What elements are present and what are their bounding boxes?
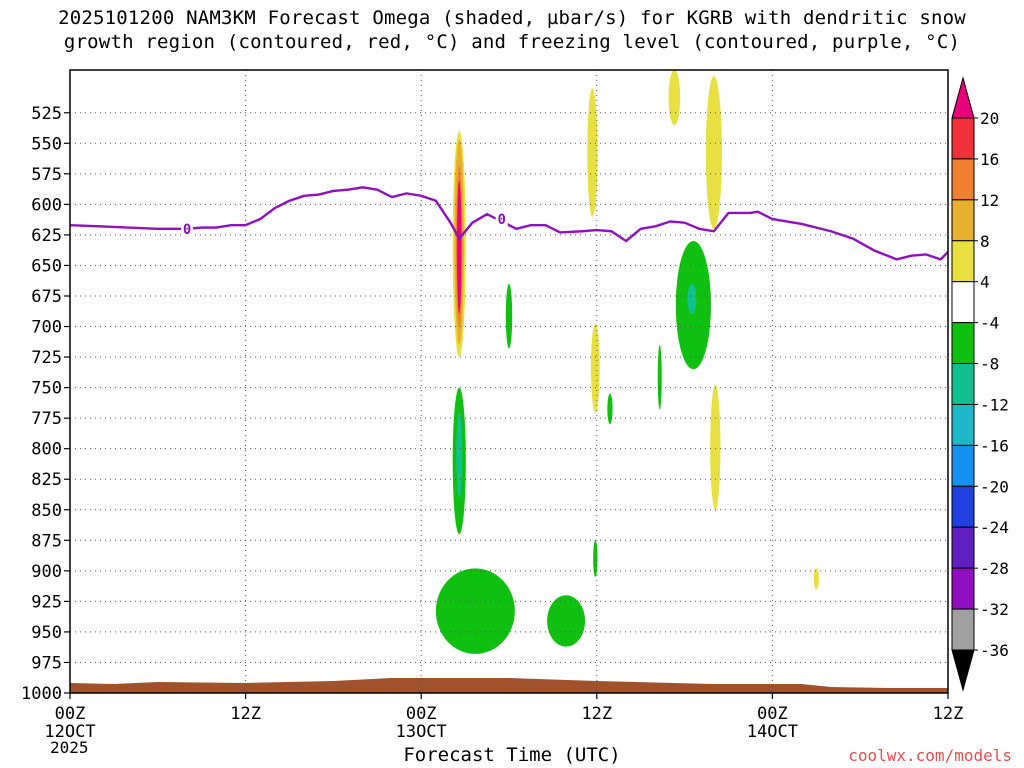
colorbar-label: -36	[980, 641, 1009, 660]
colorbar-band	[951, 322, 975, 365]
colorbar-band	[951, 485, 975, 528]
y-tick-label: 750	[31, 379, 62, 399]
y-tick-label: 650	[31, 256, 62, 276]
omega-region	[590, 324, 600, 413]
y-tick-label: 975	[31, 653, 62, 673]
x-tick-date-label: 14OCT	[747, 722, 798, 742]
plot-border	[69, 69, 949, 694]
colorbar: 20 16 12 8 4 -4 -8 -12 -16 -20 -24 -28 -32 -36	[951, 76, 1009, 692]
omega-shading	[435, 70, 819, 654]
omega-region	[505, 283, 513, 349]
omega-region	[456, 412, 463, 498]
y-tick-label: 800	[31, 440, 62, 460]
colorbar-band	[951, 444, 975, 487]
colorbar-band	[951, 158, 975, 201]
colorbar-label: 8	[980, 232, 990, 251]
plot-frame	[69, 69, 949, 694]
y-tick-label: 700	[31, 318, 62, 338]
y-tick-label: 600	[31, 195, 62, 215]
omega-region	[435, 568, 515, 654]
colorbar-band	[951, 526, 975, 569]
colorbar-band	[951, 567, 975, 610]
colorbar-label: 4	[980, 273, 990, 292]
colorbar-label: -4	[980, 314, 999, 333]
y-tick-label: 775	[31, 409, 62, 429]
y-tick-label: 625	[31, 226, 62, 246]
colorbar-band	[951, 199, 975, 242]
chart-title: 2025101200 NAM3KM Forecast Omega (shaded…	[0, 6, 1024, 54]
colorbar-band	[951, 403, 975, 446]
y-axis-ticks: 525 550 575 600 625 650 675 700 725 750 775 800 825 8…	[21, 104, 70, 704]
y-tick-label: 875	[31, 531, 62, 551]
freezing-level-label: 0	[183, 222, 191, 238]
colorbar-label: -20	[980, 477, 1009, 496]
credit-link[interactable]: coolwx.com/models	[848, 746, 1012, 765]
terrain-fill	[70, 678, 948, 693]
y-tick-label: 525	[31, 104, 62, 124]
colorbar-band	[951, 363, 975, 405]
colorbar-band	[951, 117, 975, 160]
omega-region	[457, 182, 462, 312]
y-tick-label: 825	[31, 470, 62, 490]
x-tick-label: 12Z	[230, 704, 261, 724]
colorbar-bottom-arrow	[951, 649, 975, 692]
y-tick-label: 950	[31, 623, 62, 643]
colorbar-label: 20	[980, 109, 999, 128]
colorbar-label: 12	[980, 191, 999, 210]
omega-region	[710, 385, 721, 510]
x-tick-date-label: 12OCT	[44, 722, 95, 742]
y-tick-label: 675	[31, 287, 62, 307]
colorbar-top-arrow	[951, 76, 975, 119]
omega-region	[593, 540, 598, 577]
omega-region	[587, 88, 598, 217]
omega-region	[813, 568, 819, 590]
y-tick-label: 575	[31, 165, 62, 185]
contour-label-bg	[181, 219, 194, 236]
colorbar-label: -16	[980, 436, 1009, 455]
freezing-level-line	[69, 186, 949, 261]
y-tick-label: 925	[31, 592, 62, 612]
x-tick-label: 12Z	[581, 704, 612, 724]
colorbar-label: -28	[980, 559, 1009, 578]
colorbar-label: -32	[980, 600, 1009, 619]
terrain-surface	[70, 678, 948, 693]
x-tick-label: 00Z	[757, 704, 788, 724]
omega-region	[668, 70, 681, 125]
freezing-level-label: 0	[497, 212, 505, 228]
omega-region	[547, 595, 586, 647]
x-tick-label: 00Z	[406, 704, 437, 724]
x-tick-date-label: 13OCT	[396, 722, 447, 742]
colorbar-label: -12	[980, 395, 1009, 414]
omega-region	[607, 393, 613, 425]
y-tick-label: 725	[31, 348, 62, 368]
omega-region	[687, 283, 697, 315]
y-tick-label: 550	[31, 134, 62, 154]
x-axis-label: Forecast Time (UTC)	[403, 744, 621, 766]
colorbar-label: -8	[980, 355, 999, 374]
omega-region	[705, 76, 722, 229]
colorbar-label: -24	[980, 518, 1009, 537]
year-label: 2025	[50, 738, 89, 757]
colorbar-band	[951, 608, 975, 651]
y-tick-label: 1000	[21, 684, 62, 704]
title-line-1: 2025101200 NAM3KM Forecast Omega (shaded…	[58, 7, 966, 29]
y-tick-label: 900	[31, 562, 62, 582]
title-line-2: growth region (contoured, red, °C) and f…	[63, 31, 961, 53]
omega-region	[657, 344, 662, 410]
colorbar-band	[951, 240, 975, 283]
y-tick-label: 850	[31, 501, 62, 521]
contour-label-bg	[495, 210, 508, 227]
colorbar-label: 16	[980, 150, 999, 169]
freezing-level-contour: 00	[69, 186, 949, 261]
x-tick-label: 12Z	[933, 704, 964, 724]
x-tick-label: 00Z	[55, 704, 86, 724]
colorbar-band	[951, 281, 975, 324]
